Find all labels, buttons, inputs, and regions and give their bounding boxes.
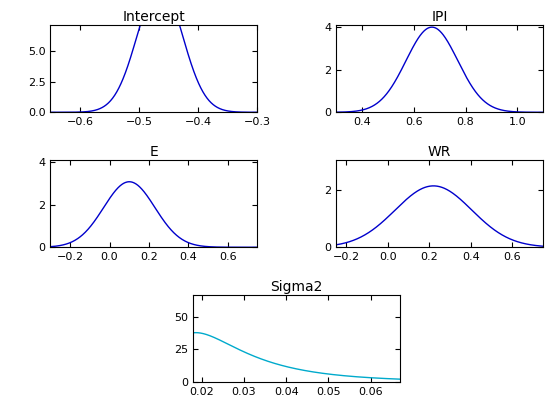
- Title: IPI: IPI: [432, 10, 448, 24]
- Title: WR: WR: [428, 145, 451, 159]
- Title: Sigma2: Sigma2: [270, 280, 323, 294]
- Title: Intercept: Intercept: [123, 10, 185, 24]
- Title: E: E: [150, 145, 158, 159]
